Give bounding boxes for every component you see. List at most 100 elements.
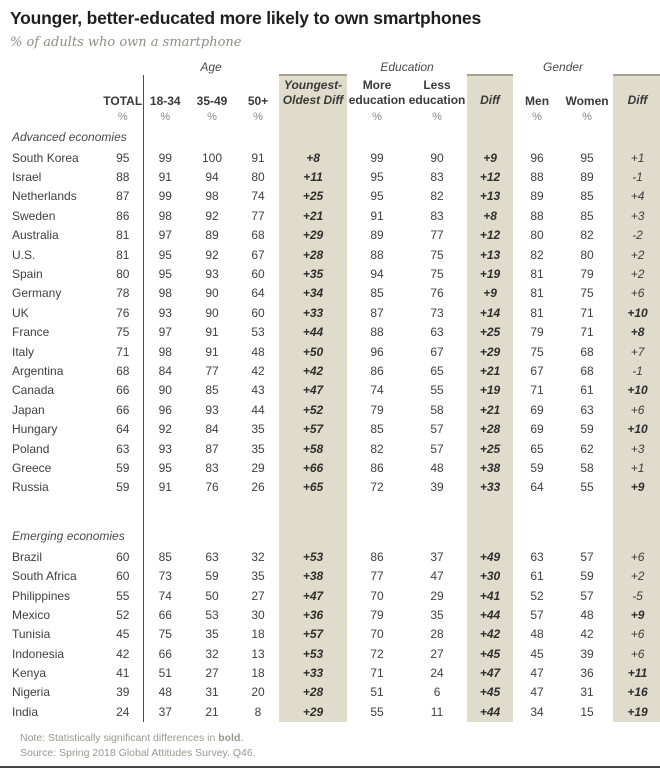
age-group-label: Age bbox=[143, 58, 280, 75]
country-label: Greece bbox=[12, 460, 52, 475]
education-diff-value: +29 bbox=[479, 344, 501, 359]
spacer-cell bbox=[467, 525, 513, 547]
education-diff-value: +44 bbox=[479, 704, 501, 719]
country-label: Tunisia bbox=[12, 627, 51, 642]
gender-diff-value: +7 bbox=[630, 344, 645, 359]
age-18-34-value: 98 bbox=[158, 286, 172, 301]
less-education-value: 90 bbox=[430, 150, 444, 165]
women-value: 75 bbox=[580, 286, 594, 301]
table-row: India 24 37 21 8 +29 55 11 +44 34 15 +19 bbox=[10, 702, 660, 722]
country-label: Argentina bbox=[12, 363, 64, 378]
more-education-value: 70 bbox=[370, 588, 384, 603]
less-education-value: 57 bbox=[430, 422, 444, 437]
education-diff-value: +41 bbox=[479, 588, 501, 603]
gender-diff-value: +1 bbox=[630, 150, 645, 165]
education-diff-value: +9 bbox=[483, 286, 497, 301]
total-value: 60 bbox=[103, 547, 144, 567]
page-title: Younger, better-educated more likely to … bbox=[10, 8, 481, 28]
less-education-value: 82 bbox=[430, 189, 444, 204]
women-value: 57 bbox=[580, 588, 594, 603]
women-value: 48 bbox=[580, 607, 594, 622]
age-18-34-value: 99 bbox=[158, 150, 172, 165]
gender-diff-value: -1 bbox=[632, 363, 643, 378]
age-35-49-value: 21 bbox=[205, 704, 219, 719]
age-diff-value: +21 bbox=[302, 208, 324, 223]
country-label: Australia bbox=[12, 228, 59, 243]
men-value: 52 bbox=[530, 588, 544, 603]
percent-symbol: % bbox=[103, 111, 144, 126]
age-50-plus-value: 77 bbox=[251, 208, 265, 223]
age-35-49-column-header: 35-49 bbox=[196, 94, 228, 108]
gender-group-label: Gender bbox=[513, 58, 614, 75]
age-35-49-value: 89 bbox=[205, 228, 219, 243]
women-value: 36 bbox=[580, 666, 594, 681]
more-education-value: 85 bbox=[370, 422, 384, 437]
country-label: UK bbox=[12, 305, 29, 320]
more-education-value: 95 bbox=[370, 189, 384, 204]
age-diff-value: +57 bbox=[302, 627, 324, 642]
education-diff-value: +25 bbox=[479, 441, 501, 456]
age-18-34-value: 85 bbox=[158, 549, 172, 564]
spacer-cell bbox=[347, 525, 467, 547]
percent-units-row: % % % % % % % % bbox=[10, 111, 660, 126]
percent-symbol: % bbox=[160, 111, 171, 123]
gender-diff-value: +6 bbox=[630, 627, 645, 642]
spacer-cell bbox=[10, 497, 144, 526]
age-diff-value: +28 bbox=[302, 685, 324, 700]
men-value: 63 bbox=[530, 549, 544, 564]
education-diff-value: +12 bbox=[479, 228, 501, 243]
women-value: 31 bbox=[580, 685, 594, 700]
gender-diff-value: +2 bbox=[630, 569, 645, 584]
more-education-value: 89 bbox=[370, 228, 384, 243]
men-value: 64 bbox=[530, 480, 544, 495]
age-diff-value: +66 bbox=[302, 460, 324, 475]
country-label: Brazil bbox=[12, 549, 43, 564]
more-education-value: 96 bbox=[370, 344, 384, 359]
more-education-value: 71 bbox=[370, 666, 384, 681]
education-diff-value: +13 bbox=[479, 247, 501, 262]
men-value: 81 bbox=[530, 305, 544, 320]
women-value: 15 bbox=[580, 704, 594, 719]
country-label: Hungary bbox=[12, 422, 58, 437]
women-value: 80 bbox=[580, 247, 594, 262]
country-label: France bbox=[12, 325, 50, 340]
more-education-value: 79 bbox=[370, 402, 384, 417]
bold-keyword: bold bbox=[218, 731, 241, 744]
education-diff-value: +19 bbox=[479, 267, 501, 282]
group-header-blank bbox=[279, 58, 348, 75]
men-value: 69 bbox=[530, 402, 544, 417]
age-35-49-value: 93 bbox=[205, 267, 219, 282]
gender-diff-value: +10 bbox=[627, 383, 648, 398]
total-value: 60 bbox=[103, 566, 144, 586]
education-diff-value: +14 bbox=[479, 305, 501, 320]
men-value: 82 bbox=[530, 247, 544, 262]
men-value: 67 bbox=[530, 363, 544, 378]
total-value: 68 bbox=[103, 361, 144, 381]
age-50-plus-value: 64 bbox=[251, 286, 265, 301]
more-education-value: 95 bbox=[370, 170, 384, 185]
gender-diff-value: +2 bbox=[630, 247, 645, 262]
table-row: Australia 81 97 89 68 +29 89 77 +12 80 82 -2 bbox=[10, 225, 660, 245]
gender-diff-value: +6 bbox=[630, 286, 645, 301]
age-diff-value: +33 bbox=[302, 666, 324, 681]
age-50-plus-value: 43 bbox=[251, 383, 265, 398]
less-education-value: 57 bbox=[430, 441, 444, 456]
country-label: Germany bbox=[12, 286, 62, 301]
table-row: Germany 78 98 90 64 +34 85 76 +9 81 75 +6 bbox=[10, 283, 660, 304]
table-row: Indonesia 42 66 32 13 +53 72 27 +45 45 39 +6 bbox=[10, 643, 660, 664]
less-education-value: 76 bbox=[430, 286, 444, 301]
country-label: South Korea bbox=[12, 150, 79, 165]
women-value: 71 bbox=[580, 305, 594, 320]
less-education-value: 55 bbox=[430, 383, 444, 398]
table-row: Nigeria 39 48 31 20 +28 51 6 +45 47 31 +16 bbox=[10, 682, 660, 703]
men-value: 75 bbox=[530, 344, 544, 359]
age-diff-column-header: Youngest- Oldest Diff bbox=[279, 74, 348, 111]
total-value: 63 bbox=[103, 438, 144, 459]
women-column-header: Women bbox=[565, 94, 609, 108]
country-label: Japan bbox=[12, 402, 45, 417]
group-header-blank bbox=[467, 58, 514, 75]
women-value: 39 bbox=[580, 646, 594, 661]
education-diff-value: +47 bbox=[479, 666, 501, 681]
less-education-value: 37 bbox=[430, 549, 444, 564]
country-label: Poland bbox=[12, 441, 50, 456]
